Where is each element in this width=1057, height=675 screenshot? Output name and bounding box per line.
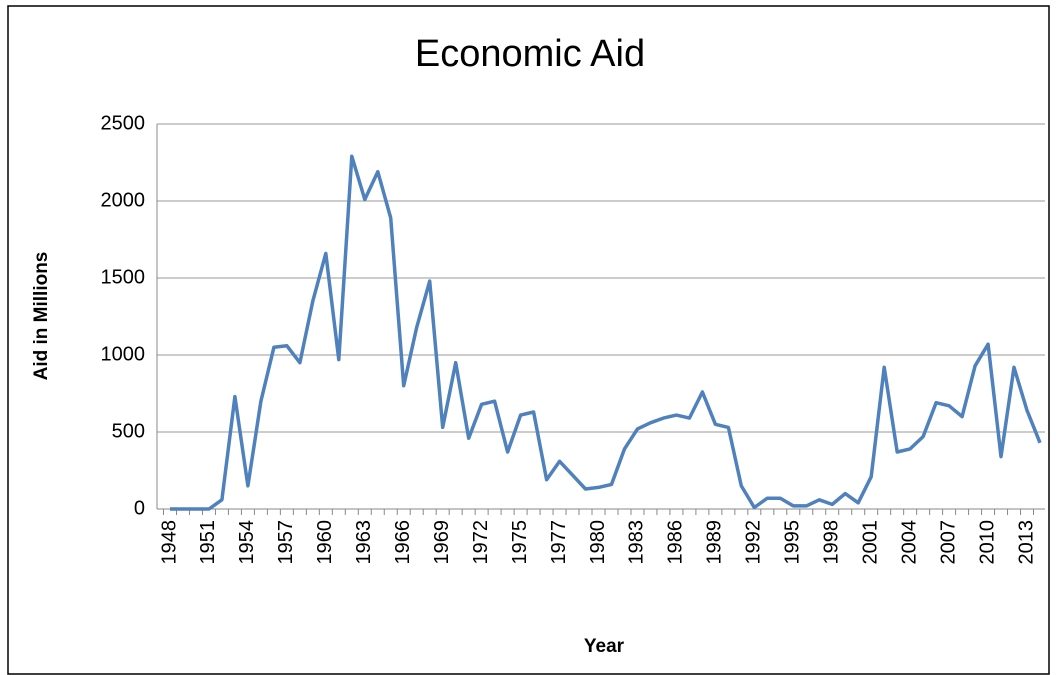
x-tick-label: 1969	[431, 520, 453, 565]
x-tick-label: 1983	[626, 520, 648, 565]
chart-title: Economic Aid	[415, 33, 645, 75]
x-axis-title: Year	[584, 636, 625, 657]
x-tick-label: 1975	[509, 520, 531, 565]
x-tick-label: 1963	[353, 520, 375, 565]
x-tick-label: 1977	[548, 520, 570, 565]
x-tick-label: 1998	[821, 520, 843, 565]
x-tick-label: 2001	[859, 520, 881, 565]
x-tick-label: 1960	[314, 520, 336, 565]
x-tick-label: 2007	[937, 520, 959, 565]
x-tick-label: 1948	[158, 520, 180, 565]
y-tick-label: 1000	[101, 343, 146, 365]
y-tick-label: 2000	[101, 189, 146, 211]
x-tick-label: 2004	[898, 520, 920, 565]
x-tick-label: 1951	[197, 520, 219, 565]
y-tick-label: 1500	[101, 266, 146, 288]
x-tick-label: 1966	[392, 520, 414, 565]
x-tick-label: 1989	[704, 520, 726, 565]
x-tick-label: 2013	[1015, 520, 1037, 565]
x-tick-label: 1954	[236, 520, 258, 565]
x-tick-label: 1986	[665, 520, 687, 565]
x-tick-label: 1980	[587, 520, 609, 565]
y-axis-title: Aid in Millions	[31, 252, 52, 381]
y-tick-label: 2500	[101, 112, 146, 134]
x-tick-label: 1992	[743, 520, 765, 565]
data-line	[170, 154, 1042, 511]
x-tick-label: 1957	[275, 520, 297, 565]
y-tick-label: 0	[134, 497, 145, 519]
x-tick-label: 1972	[470, 520, 492, 565]
x-tick-label: 1995	[782, 520, 804, 565]
y-tick-label: 500	[112, 420, 145, 442]
chart-frame	[7, 5, 1050, 675]
x-tick-label: 2010	[976, 520, 998, 565]
